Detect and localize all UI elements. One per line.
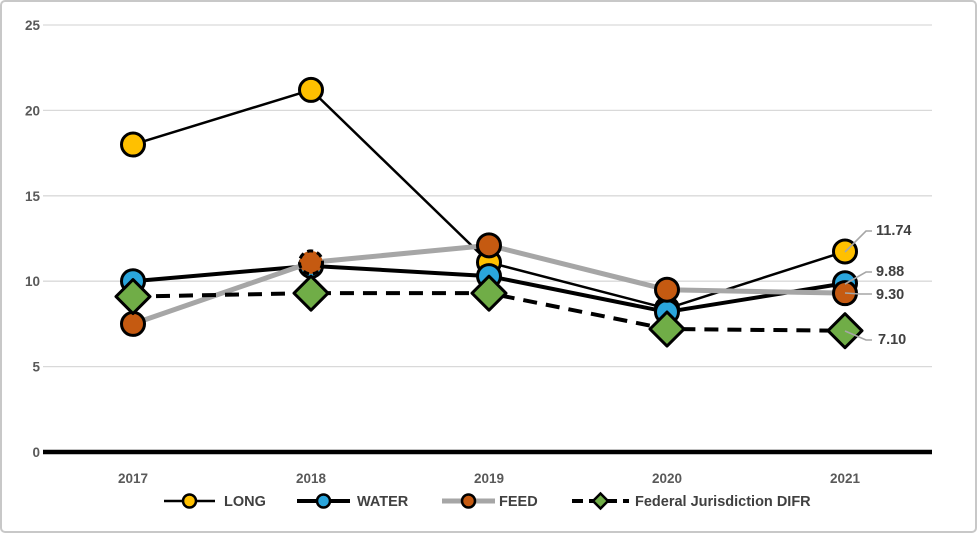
- legend-item-long: LONG: [164, 493, 266, 510]
- federal-jurisdiction-difr-marker: [292, 274, 330, 312]
- y-axis-tick-label: 0: [32, 445, 40, 460]
- legend-label-water: WATER: [357, 494, 409, 510]
- legend-label-long: LONG: [224, 494, 266, 510]
- legend-label-feed: FEED: [499, 494, 538, 510]
- federal-jurisdiction-difr-marker: [648, 310, 686, 348]
- legend-item-federal-jurisdiction-difr: Federal Jurisdiction DIFR: [572, 491, 811, 511]
- feed-marker: [298, 249, 324, 276]
- legend-item-water: WATER: [297, 493, 409, 510]
- x-axis-tick-label: 2020: [652, 471, 682, 486]
- y-axis-tick-label: 25: [25, 18, 41, 33]
- legend-marker-water: [315, 493, 332, 509]
- leader-line-long: [844, 230, 872, 253]
- data-label-feed: 9.30: [876, 287, 904, 303]
- leader-line-feed: [844, 292, 872, 295]
- x-axis-tick-label: 2017: [118, 471, 148, 486]
- data-label-long: 11.74: [876, 223, 912, 239]
- data-label-water: 9.88: [876, 264, 904, 280]
- y-axis-tick-label: 5: [32, 360, 40, 375]
- leader-line-federal-jurisdiction-difr: [844, 330, 872, 341]
- legend-label-federal-jurisdiction-difr: Federal Jurisdiction DIFR: [635, 494, 811, 510]
- legend-marker-federal-jurisdiction-difr: [591, 491, 610, 511]
- feed-marker: [654, 276, 680, 303]
- gridlines: [43, 24, 932, 368]
- legend-item-feed: FEED: [442, 493, 538, 510]
- y-axis-tick-label: 20: [25, 103, 40, 118]
- y-axis-labels: 0 5 10 15 20 25: [25, 18, 41, 460]
- x-axis-tick-label: 2021: [830, 471, 861, 486]
- legend-marker-feed: [460, 493, 477, 509]
- series-federal-jurisdiction-difr: [114, 274, 864, 350]
- federal-jurisdiction-difr-marker: [826, 312, 864, 350]
- long-marker: [298, 76, 324, 103]
- x-axis-tick-label: 2019: [474, 471, 504, 486]
- y-axis-tick-label: 10: [25, 274, 40, 289]
- chart-legend: LONG WATER FEED Federal Jurisdiction DIFR: [164, 491, 811, 511]
- series-feed: [120, 232, 858, 337]
- long-marker: [120, 131, 146, 158]
- feed-marker: [476, 232, 502, 259]
- data-label-federal-jurisdiction-difr: 7.10: [878, 332, 906, 348]
- x-axis-tick-label: 2018: [296, 471, 327, 486]
- feed-marker: [120, 310, 146, 337]
- federal-jurisdiction-difr-marker: [470, 274, 508, 312]
- legend-marker-long: [181, 493, 198, 509]
- x-axis-labels: 2017 2018 2019 2020 2021: [118, 471, 861, 486]
- federal-jurisdiction-difr-marker: [114, 278, 152, 316]
- end-data-labels: 11.74 9.88 9.30 7.10: [844, 223, 912, 348]
- leader-line-water: [844, 271, 872, 285]
- y-axis-tick-label: 15: [25, 189, 41, 204]
